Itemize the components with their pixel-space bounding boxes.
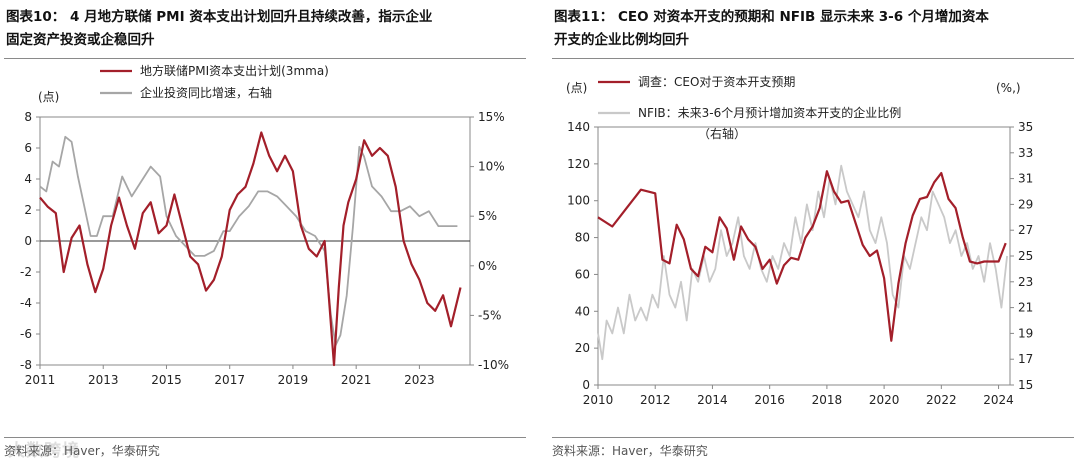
right-title-rule — [552, 58, 1074, 59]
y-left-tick-label: 4 — [24, 172, 32, 186]
y-right-tick-label: 25 — [1018, 249, 1033, 263]
right-panel-title: 图表11： CEO 对资本开支的预期和 NFIB 显示未来 3-6 个月增加资本… — [554, 6, 1074, 52]
y-right-tick-label: 33 — [1018, 146, 1033, 160]
left-source: 资料来源：Haver，华泰研究 — [4, 444, 160, 458]
y-left-tick-label: 0 — [582, 378, 590, 392]
y-right-unit-label: (%,) — [996, 81, 1021, 95]
legend-label: NFIB：未来3-6个月预计增加资本开支的企业比例 — [638, 105, 901, 120]
series-line-gray — [39, 135, 458, 347]
x-tick-label: 2015 — [151, 373, 182, 387]
y-left-tick-label: 40 — [575, 304, 590, 318]
y-right-tick-label: 21 — [1018, 301, 1033, 315]
x-tick-label: 2017 — [214, 373, 245, 387]
x-tick-label: 2011 — [25, 373, 56, 387]
y-left-tick-label: 20 — [575, 341, 590, 355]
y-left-tick-label: 6 — [24, 141, 32, 155]
y-right-tick-label: -5% — [478, 308, 501, 322]
x-tick-label: 2020 — [869, 393, 900, 407]
y-left-tick-label: -4 — [20, 296, 32, 310]
left-title-line2: 固定资产投资或企稳回升 — [6, 32, 155, 48]
y-right-tick-label: 31 — [1018, 172, 1033, 186]
x-tick-label: 2016 — [754, 393, 785, 407]
x-tick-label: 2021 — [341, 373, 372, 387]
y-right-tick-label: 35 — [1018, 120, 1033, 134]
right-bottom-rule — [552, 437, 1074, 438]
y-right-tick-label: 10% — [478, 160, 505, 174]
left-bottom-rule — [4, 437, 526, 438]
y-left-tick-label: -6 — [20, 327, 32, 341]
y-right-tick-label: 29 — [1018, 197, 1033, 211]
x-tick-label: 2018 — [812, 393, 843, 407]
legend-label: （右轴） — [698, 126, 746, 141]
right-title-line2: 开支的企业比例均回升 — [554, 32, 689, 48]
y-right-tick-label: 5% — [478, 209, 497, 223]
y-left-tick-label: 100 — [567, 194, 590, 208]
x-tick-label: 2019 — [278, 373, 309, 387]
right-chart: 140 120 100 80 60 40 20 0 35 33 31 29 27 25 23 21 19 17 15… — [566, 75, 1033, 407]
plot-frame — [597, 126, 1011, 386]
y-left-tick-label: 8 — [24, 110, 32, 124]
left-title-rule — [4, 58, 526, 59]
left-title-line1: 图表10： 4 月地方联储 PMI 资本支出计划回升且持续改善，指示企业 — [6, 9, 433, 25]
y-right-tick-label: 15 — [1018, 378, 1033, 392]
x-tick-label: 2013 — [88, 373, 119, 387]
x-tick-label: 2010 — [583, 393, 614, 407]
series-line-lightgray — [597, 164, 1008, 361]
y-left-tick-label: -2 — [20, 265, 32, 279]
y-left-tick-label: 140 — [567, 120, 590, 134]
y-right-tick-label: 23 — [1018, 275, 1033, 289]
y-right-tick-label: 27 — [1018, 223, 1033, 237]
right-title-line1: 图表11： CEO 对资本开支的预期和 NFIB 显示未来 3-6 个月增加资本 — [554, 9, 989, 25]
y-left-tick-label: 0 — [24, 234, 32, 248]
y-right-tick-label: 15% — [478, 110, 505, 124]
x-tick-label: 2024 — [983, 393, 1014, 407]
right-panel: 图表11： CEO 对资本开支的预期和 NFIB 显示未来 3-6 个月增加资本… — [548, 0, 1080, 469]
x-tick-label: 2014 — [697, 393, 728, 407]
y-left-tick-label: -8 — [20, 358, 32, 372]
y-left-tick-label: 80 — [575, 231, 590, 245]
right-source: 资料来源：Haver，华泰研究 — [552, 444, 708, 458]
y-right-tick-label: 17 — [1018, 352, 1033, 366]
x-tick-label: 2023 — [404, 373, 435, 387]
left-panel-title: 图表10： 4 月地方联储 PMI 资本支出计划回升且持续改善，指示企业 固定资… — [6, 6, 526, 52]
x-tick-label: 2012 — [640, 393, 671, 407]
y-left-tick-label: 2 — [24, 203, 32, 217]
left-panel: 图表10： 4 月地方联储 PMI 资本支出计划回升且持续改善，指示企业 固定资… — [0, 0, 532, 469]
left-chart: 8 6 4 2 0 -2 -4 -6 -8 15% 10% 5% 0% -5% -10% 2011 2013 20… — [20, 63, 509, 387]
x-tick-label: 2022 — [926, 393, 957, 407]
y-left-tick-label: 120 — [567, 157, 590, 171]
series-line-red — [39, 131, 462, 367]
y-right-tick-label: 19 — [1018, 326, 1033, 340]
y-left-unit-label: (点) — [566, 81, 587, 95]
y-left-tick-label: 60 — [575, 267, 590, 281]
y-right-tick-label: 0% — [478, 259, 497, 273]
y-left-unit-label: (点) — [38, 90, 59, 104]
watermark-logo: 大数跨境 — [8, 441, 80, 461]
series-line-red — [597, 170, 1007, 342]
legend-label: 地方联储PMI资本支出计划(3mma) — [140, 63, 329, 78]
y-right-tick-label: -10% — [478, 358, 509, 372]
legend-label: 企业投资同比增速，右轴 — [140, 85, 272, 100]
legend-label: 调查：CEO对于资本开支预期 — [638, 75, 795, 89]
